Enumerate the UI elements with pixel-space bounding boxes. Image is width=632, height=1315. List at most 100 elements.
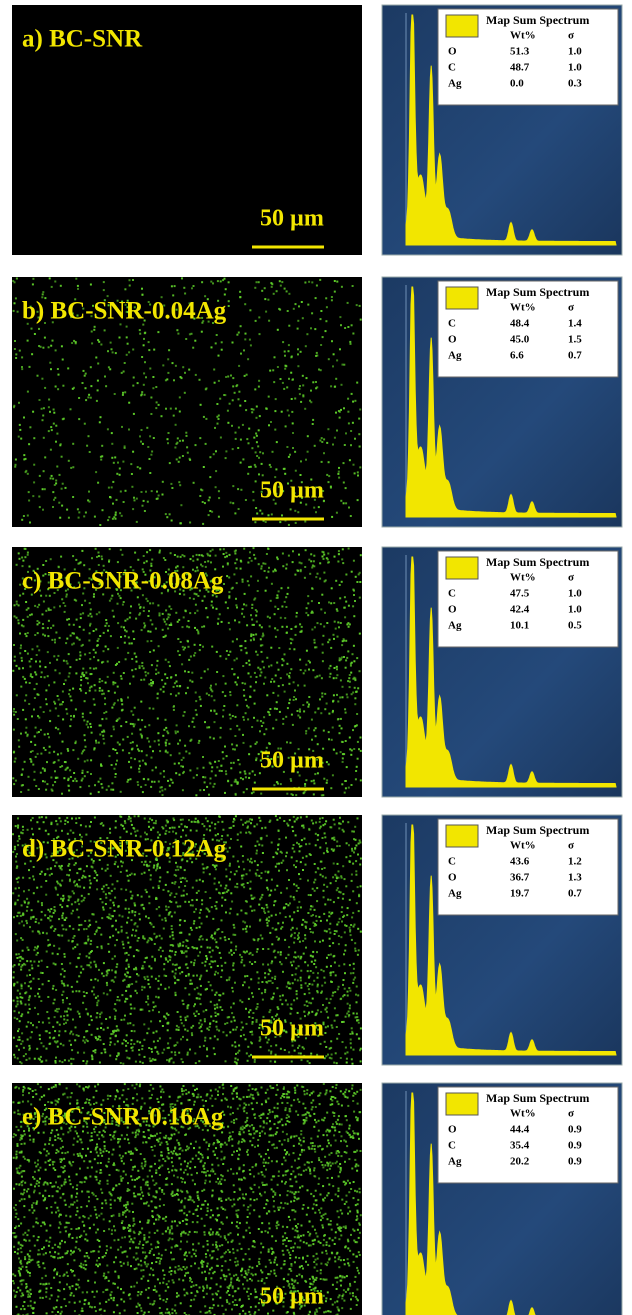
map-dot xyxy=(57,715,59,717)
map-dot xyxy=(81,772,83,774)
map-dot xyxy=(101,455,103,457)
map-dot xyxy=(209,555,211,557)
map-dot xyxy=(122,943,124,945)
map-dot xyxy=(322,940,324,942)
map-dot xyxy=(249,696,251,698)
map-dot xyxy=(282,341,284,343)
map-dot xyxy=(315,924,317,926)
map-dot xyxy=(74,946,76,948)
map-dot xyxy=(152,602,154,604)
map-dot xyxy=(356,1001,358,1003)
map-dot xyxy=(229,912,231,914)
map-dot xyxy=(165,751,167,753)
map-dot xyxy=(141,719,143,721)
map-dot xyxy=(201,281,203,283)
map-dot xyxy=(357,994,359,996)
map-dot xyxy=(177,869,179,871)
map-dot xyxy=(128,880,130,882)
map-dot xyxy=(245,604,247,606)
map-dot xyxy=(184,711,186,713)
map-dot xyxy=(190,656,192,658)
map-dot xyxy=(230,1006,232,1008)
map-dot xyxy=(51,790,53,792)
map-dot xyxy=(22,768,24,770)
map-dot xyxy=(103,693,105,695)
map-dot xyxy=(285,596,287,598)
map-dot xyxy=(42,291,44,293)
map-dot xyxy=(297,907,299,909)
map-dot xyxy=(325,1026,327,1028)
map-dot xyxy=(258,875,260,877)
map-dot xyxy=(256,852,258,854)
map-dot xyxy=(90,726,92,728)
map-dot xyxy=(235,550,237,552)
map-dot xyxy=(284,691,286,693)
map-dot xyxy=(324,836,326,838)
map-dot xyxy=(226,650,228,652)
map-dot xyxy=(127,972,129,974)
map-dot xyxy=(97,1028,99,1030)
map-dot xyxy=(183,649,185,651)
map-dot xyxy=(142,935,144,937)
scale-bar-label: 50 µm xyxy=(260,748,324,774)
map-dot xyxy=(269,821,271,823)
map-dot xyxy=(209,497,211,499)
map-dot xyxy=(114,456,116,458)
map-dot xyxy=(90,366,92,368)
map-dot xyxy=(47,635,49,637)
map-dot xyxy=(82,778,84,780)
map-dot xyxy=(34,771,36,773)
map-dot xyxy=(278,308,280,310)
map-dot xyxy=(217,618,219,620)
map-dot xyxy=(99,1013,101,1015)
map-dot xyxy=(272,570,274,572)
map-dot xyxy=(243,886,245,888)
map-dot xyxy=(321,861,323,863)
map-dot xyxy=(106,884,108,886)
map-dot xyxy=(317,573,319,575)
map-dot xyxy=(141,391,143,393)
map-dot xyxy=(165,659,167,661)
map-dot xyxy=(19,1061,21,1063)
map-dot xyxy=(246,951,248,953)
map-dot xyxy=(327,1017,329,1019)
map-dot xyxy=(297,684,299,686)
map-dot xyxy=(157,331,159,333)
map-dot xyxy=(349,748,351,750)
map-dot xyxy=(97,980,99,982)
map-dot xyxy=(54,281,56,283)
map-dot xyxy=(296,990,298,992)
map-dot xyxy=(305,459,307,461)
map-dot xyxy=(159,552,161,554)
map-dot xyxy=(345,740,347,742)
map-dot xyxy=(13,1037,15,1039)
map-dot xyxy=(18,622,20,624)
map-dot xyxy=(179,943,181,945)
map-dot xyxy=(111,432,113,434)
map-dot xyxy=(165,742,167,744)
map-dot xyxy=(345,659,347,661)
map-dot xyxy=(191,899,193,901)
map-dot xyxy=(142,1062,144,1064)
map-dot xyxy=(192,555,194,557)
map-dot xyxy=(318,916,320,918)
map-dot xyxy=(68,778,70,780)
map-dot xyxy=(235,598,237,600)
map-dot xyxy=(193,821,195,823)
map-dot xyxy=(189,458,191,460)
map-dot xyxy=(166,378,168,380)
map-dot xyxy=(21,660,23,662)
map-dot xyxy=(16,915,18,917)
map-dot xyxy=(75,672,77,674)
map-dot xyxy=(139,729,141,731)
map-dot xyxy=(241,959,243,961)
map-dot xyxy=(245,776,247,778)
map-dot xyxy=(272,369,274,371)
map-dot xyxy=(36,947,38,949)
map-dot xyxy=(149,746,151,748)
map-dot xyxy=(215,342,217,344)
map-dot xyxy=(341,783,343,785)
map-dot xyxy=(352,401,354,403)
map-dot xyxy=(219,548,221,550)
map-dot xyxy=(256,455,258,457)
